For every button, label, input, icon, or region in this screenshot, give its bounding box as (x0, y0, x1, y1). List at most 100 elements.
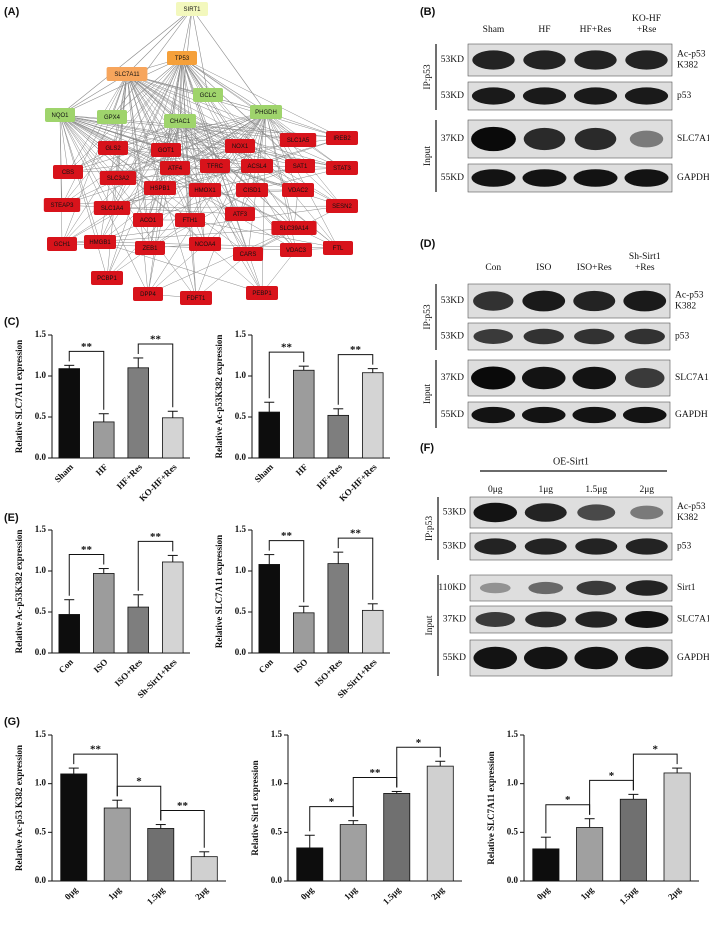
y-tick-label: 0.0 (35, 875, 47, 885)
bar (383, 793, 411, 882)
network-edge (126, 73, 149, 221)
band (573, 290, 616, 312)
significance-label: * (565, 794, 571, 806)
network-node (99, 171, 137, 185)
network-node (236, 183, 268, 197)
lane-label: ISO+Res (577, 263, 612, 273)
band (471, 126, 516, 152)
significance-label: ** (177, 800, 189, 812)
network-edge (61, 73, 128, 206)
y-tick-label: 1.5 (235, 329, 247, 339)
network-edge (179, 120, 216, 167)
band (574, 646, 619, 670)
x-tick-label: HF (94, 461, 110, 477)
x-tick-label: Sham (52, 461, 75, 484)
bar (619, 798, 647, 882)
node-label: HMOX1 (194, 188, 216, 194)
x-tick-label: 2μg (193, 884, 210, 901)
band (473, 328, 514, 345)
bar (147, 828, 175, 882)
node-label: PHGDH (255, 110, 277, 116)
node-label: SLC39A14 (279, 226, 309, 232)
protein-label: GAPDH (675, 410, 708, 420)
x-tick-label: KO-HF+Res (137, 461, 179, 503)
network-node (326, 131, 358, 145)
y-axis-label: Relative SLC7A11 expression (214, 535, 224, 648)
network-edge (251, 111, 267, 191)
node-label: VDAC3 (286, 248, 307, 254)
network-edge (181, 57, 197, 299)
x-tick-label: HF (294, 461, 310, 477)
network-edge (147, 227, 295, 295)
bar (103, 807, 131, 882)
node-label: SAT1 (293, 164, 308, 170)
network-node (84, 235, 116, 249)
network-node (323, 241, 353, 255)
network-edge (117, 120, 181, 179)
network-edge (59, 114, 191, 221)
network-edge (179, 57, 183, 122)
network-node (135, 241, 165, 255)
lane-label: Sh-Sirt1 (629, 252, 661, 262)
network-edge (112, 147, 258, 167)
x-tick-label: 1.5μg (145, 884, 167, 906)
lane-label: HF+Res (580, 25, 612, 35)
y-tick-label: 1.0 (235, 565, 247, 575)
bar (258, 411, 280, 459)
network-node (133, 213, 163, 227)
y-tick-label: 0.5 (35, 606, 47, 616)
network-node (133, 287, 163, 301)
bar (339, 824, 367, 882)
band (577, 504, 616, 521)
network-edge (61, 167, 176, 206)
y-tick-label: 0.0 (235, 452, 247, 462)
y-tick-label: 1.0 (35, 778, 47, 788)
significance-label: ** (370, 767, 382, 779)
bar (361, 372, 384, 459)
y-tick-label: 1.5 (35, 729, 47, 739)
protein-label: Ac-p53 (677, 502, 706, 512)
node-label: STEAP3 (50, 203, 74, 209)
network-edge (111, 8, 193, 118)
network-node (43, 198, 81, 212)
x-tick-label: 0μg (299, 884, 316, 901)
network-edge (59, 114, 113, 209)
significance-label: ** (81, 544, 93, 556)
significance-label: ** (350, 528, 362, 540)
band (522, 169, 567, 187)
node-label: CISD1 (243, 188, 261, 194)
protein-label: p53 (677, 542, 692, 552)
significance-bracket (116, 785, 162, 821)
bar (127, 367, 150, 459)
lane-label: ISO (536, 263, 551, 273)
node-label: NCOA4 (195, 242, 216, 248)
protein-label: K382 (677, 513, 698, 523)
lane-label: Sham (483, 25, 505, 35)
x-tick-label: ISO (292, 657, 310, 675)
bar (327, 414, 349, 459)
network-edge (181, 8, 193, 59)
significance-label: * (136, 776, 142, 788)
node-label: NQO1 (51, 113, 69, 119)
band (522, 87, 567, 105)
bar (361, 609, 384, 654)
y-tick-label: 0.0 (271, 875, 283, 885)
y-tick-label: 1.0 (507, 778, 519, 788)
network-edge (117, 57, 183, 179)
significance-label: * (653, 744, 659, 756)
band (625, 50, 668, 70)
bar (93, 421, 115, 459)
kd-label: 53KD (441, 91, 464, 101)
y-tick-label: 1.5 (35, 329, 47, 339)
y-tick-label: 0.0 (35, 452, 47, 462)
network-edge (261, 111, 267, 294)
network-edge (67, 111, 267, 173)
network-node (233, 247, 263, 261)
kd-label: 53KD (441, 332, 464, 342)
network-edge (99, 120, 181, 243)
network-node (279, 133, 317, 147)
node-label: SESN2 (332, 204, 352, 210)
band (630, 505, 664, 520)
network-edge (112, 57, 183, 149)
y-tick-label: 0.5 (35, 411, 47, 421)
